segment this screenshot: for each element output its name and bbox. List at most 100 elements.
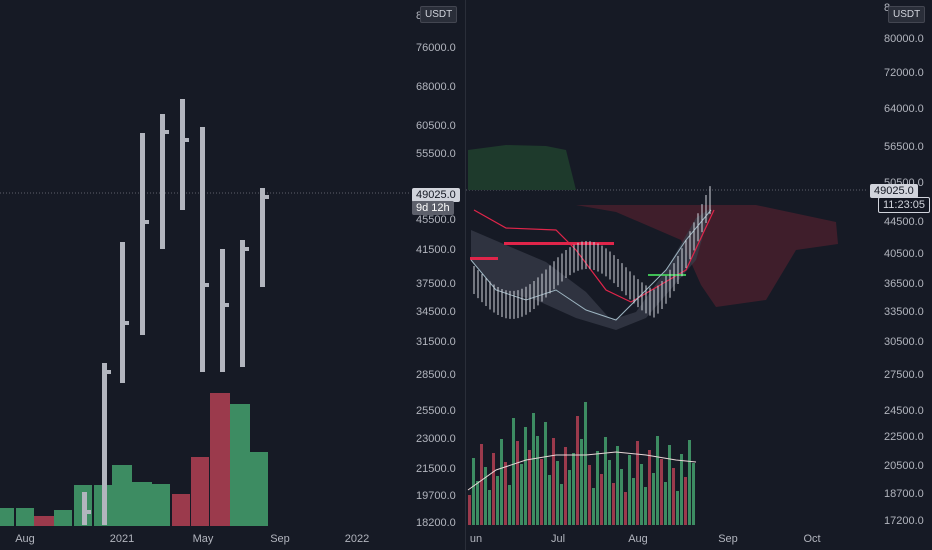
volume-bar: [172, 494, 190, 526]
ohlc-bar: [120, 242, 125, 383]
time-axis-label: 2022: [345, 533, 369, 545]
right-chart-pane[interactable]: 80000.0 72000.0 64000.0 56500.0 50500.0 44500…: [466, 0, 932, 550]
price-axis-label: 27500.0: [884, 369, 924, 381]
volume-bar: [544, 422, 547, 525]
volume-bar: [584, 402, 587, 525]
volume-bar: [572, 453, 575, 525]
ohlc-close-tick: [264, 195, 269, 199]
price-axis-label: 55500.0: [416, 148, 456, 160]
ohlc-close-tick: [144, 220, 149, 224]
price-axis-label: 80000.0: [884, 33, 924, 45]
volume-bar: [580, 439, 583, 525]
ohlc-close-tick: [244, 247, 249, 251]
volume-bar: [680, 454, 683, 525]
currency-badge-left[interactable]: USDT: [420, 6, 458, 23]
volume-bar: [688, 440, 691, 525]
price-axis-label: 34500.0: [416, 306, 456, 318]
volume-bar: [552, 438, 555, 525]
volume-bar: [568, 470, 571, 525]
ohlc-close-tick: [184, 138, 189, 142]
volume-bar: [540, 459, 543, 525]
volume-bar: [230, 404, 250, 526]
volume-bar: [652, 473, 655, 525]
volume-bar: [528, 450, 531, 525]
volume-bar: [34, 516, 54, 526]
volume-bar: [476, 481, 479, 525]
last-price-tag-right: 49025.0: [870, 184, 918, 198]
volume-bar: [672, 468, 675, 525]
ohlc-close-tick: [204, 283, 209, 287]
ohlc-close-tick: [106, 370, 111, 374]
ohlc-close-tick: [164, 130, 169, 134]
volume-bar: [512, 418, 515, 525]
volume-bar: [520, 464, 523, 525]
time-axis-label: May: [193, 533, 214, 545]
time-axis-label: Sep: [718, 533, 738, 545]
volume-bar: [632, 478, 635, 525]
volume-bar: [484, 467, 487, 525]
volume-bar: [536, 436, 539, 525]
volume-bar: [112, 465, 132, 526]
price-axis-label: 72000.0: [884, 67, 924, 79]
volume-bar: [592, 488, 595, 525]
price-axis-label: 33500.0: [884, 306, 924, 318]
price-axis-label: 76000.0: [416, 42, 456, 54]
price-axis-label: 18200.0: [416, 517, 456, 529]
volume-bar: [152, 484, 170, 526]
volume-bar: [620, 469, 623, 525]
price-axis-label: 22500.0: [884, 431, 924, 443]
volume-bar: [684, 477, 687, 525]
currency-badge-right[interactable]: USDT: [888, 6, 926, 23]
price-axis-label: 41500.0: [416, 244, 456, 256]
ohlc-bar: [160, 114, 165, 249]
volume-ma-line: [467, 451, 697, 491]
volume-bar: [612, 483, 615, 525]
volume-bar: [616, 446, 619, 525]
price-axis-label: 18700.0: [884, 488, 924, 500]
volume-bar: [472, 458, 475, 525]
price-axis-label: 19700.0: [416, 490, 456, 502]
time-axis-label: un: [470, 533, 482, 545]
price-axis-label: 37500.0: [416, 278, 456, 290]
ohlc-bar: [220, 249, 225, 372]
volume-bar: [604, 437, 607, 525]
volume-bar: [644, 487, 647, 525]
volume-bar: [191, 457, 209, 526]
volume-bar: [588, 465, 591, 525]
countdown-tag-right: 11:23:05: [878, 197, 931, 213]
volume-bar: [656, 436, 659, 525]
bollinger-band: [471, 208, 711, 330]
price-axis-label: 20500.0: [884, 460, 924, 472]
left-chart-pane[interactable]: 76000.0 68000.0 60500.0 55500.0 45500.0 41500…: [0, 0, 466, 550]
volume-bar: [624, 492, 627, 525]
time-axis-label: 2021: [110, 533, 134, 545]
ohlc-bar: [82, 492, 87, 525]
volume-bar: [0, 508, 14, 526]
volume-bar: [480, 444, 483, 525]
ohlc-bar: [260, 188, 265, 287]
pane-divider[interactable]: [465, 0, 466, 550]
volume-bar: [640, 464, 643, 525]
left-chart-canvas[interactable]: 76000.0 68000.0 60500.0 55500.0 45500.0 41500…: [0, 0, 466, 550]
price-axis-label: 68000.0: [416, 81, 456, 93]
price-axis-label: 60500.0: [416, 120, 456, 132]
volume-bar: [508, 485, 511, 525]
volume-bar: [132, 482, 152, 526]
ohlc-bar: [180, 99, 185, 210]
last-price-tag-left: 49025.0: [412, 188, 460, 202]
price-axis-label: 28500.0: [416, 369, 456, 381]
volume-bar: [210, 393, 230, 526]
volume-bar: [596, 451, 599, 525]
volume-bar: [564, 447, 567, 525]
ichimoku-cloud-green: [468, 145, 576, 190]
volume-bar: [692, 463, 695, 525]
price-axis-label: 56500.0: [884, 141, 924, 153]
kijun-flat-segment: [504, 242, 614, 245]
right-chart-canvas[interactable]: 80000.072000.064000.056500.050500.044500…: [466, 0, 932, 550]
volume-bar: [660, 459, 663, 525]
kijun-flat-segment: [470, 257, 498, 260]
price-axis-label: 17200.0: [884, 515, 924, 527]
volume-bar: [16, 508, 34, 526]
time-axis-label: Jul: [551, 533, 565, 545]
ohlc-close-tick: [124, 321, 129, 325]
